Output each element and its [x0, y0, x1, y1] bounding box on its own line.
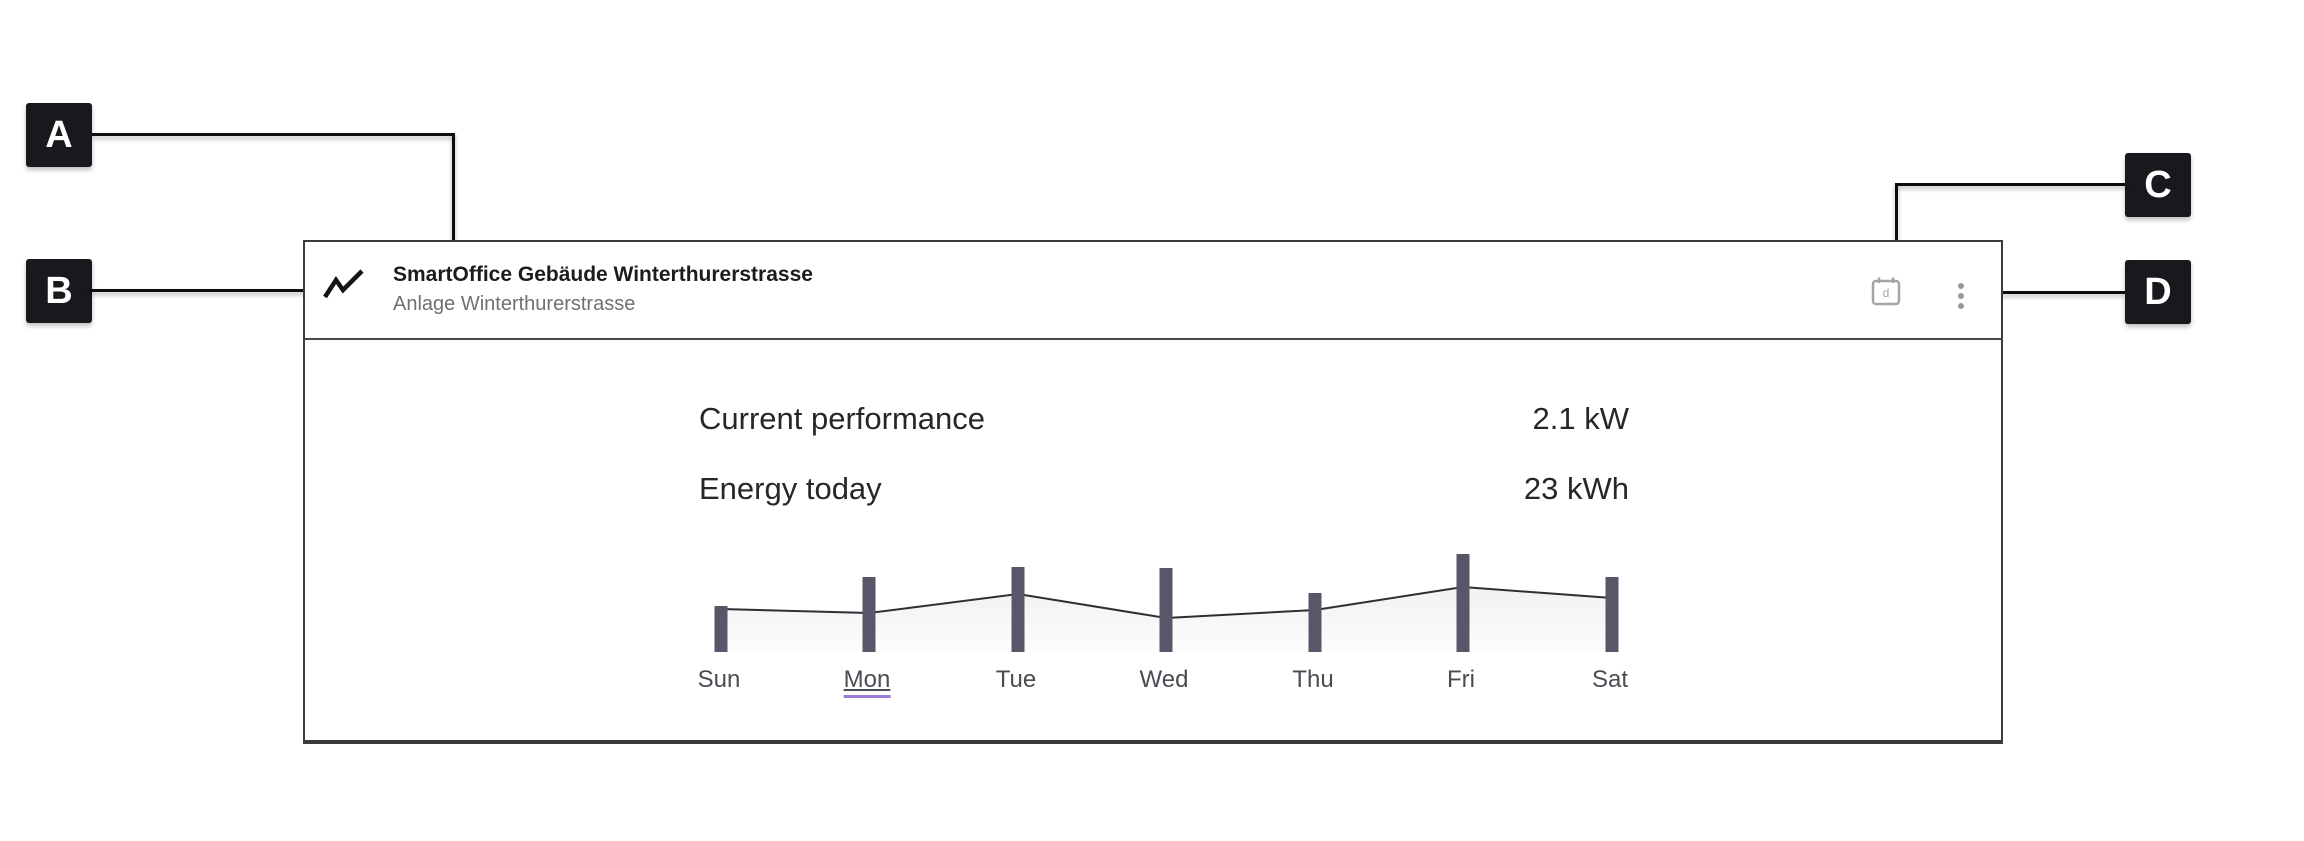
day-label-mon[interactable]: Mon	[843, 666, 891, 698]
chart-bar-tue	[1011, 567, 1025, 652]
annotation-letter-b: B	[45, 269, 73, 312]
card-subtitle: Anlage Winterthurerstrasse	[393, 293, 636, 315]
metric-value-current-performance: 2.1 kW	[1532, 401, 1629, 436]
chart-bar-sat	[1605, 577, 1619, 652]
calendar-icon-letter: d	[1883, 286, 1890, 300]
card-title-block: SmartOffice Gebäude Winterthurerstrasse …	[393, 262, 813, 316]
annotation-line-a-vertical	[452, 133, 455, 266]
annotation-label-d: D	[2125, 260, 2191, 324]
device-card: SmartOffice Gebäude Winterthurerstrasse …	[303, 240, 2003, 744]
annotation-line-a-horizontal	[92, 133, 455, 136]
metric-label-current-performance: Current performance	[699, 401, 986, 436]
metric-value-energy-today: 23 kWh	[1523, 471, 1629, 506]
kebab-menu-button[interactable]	[1953, 280, 1969, 312]
card-title: SmartOffice Gebäude Winterthurerstrasse	[393, 263, 813, 286]
annotation-label-a: A	[26, 103, 92, 167]
annotation-line-d-horizontal	[1975, 291, 2125, 294]
day-label-sun[interactable]: Sun	[697, 666, 741, 693]
annotation-label-b: B	[26, 259, 92, 323]
day-label-sat[interactable]: Sat	[1591, 666, 1629, 693]
kebab-dot	[1958, 303, 1964, 309]
day-label-fri[interactable]: Fri	[1447, 666, 1475, 693]
annotation-letter-a: A	[45, 113, 73, 156]
annotation-line-b-horizontal	[90, 289, 331, 292]
chart-bar-thu	[1308, 593, 1322, 652]
metric-label-energy-today: Energy today	[699, 471, 882, 506]
chart-bar-fri	[1456, 554, 1470, 652]
kebab-dot	[1958, 283, 1964, 289]
chart-bar-mon	[862, 577, 876, 652]
annotation-letter-d: D	[2144, 270, 2172, 313]
chart-bar-sun	[714, 606, 728, 652]
chart-day-labels: Sun Mon Tue Wed Thu Fri Sat	[0, 666, 2304, 700]
calendar-icon: d	[1871, 277, 1901, 306]
day-label-thu[interactable]: Thu	[1292, 666, 1334, 693]
activity-icon	[322, 266, 366, 307]
annotation-letter-c: C	[2144, 163, 2172, 206]
calendar-date-button[interactable]: d	[1869, 274, 1903, 308]
day-label-tue[interactable]: Tue	[995, 666, 1037, 693]
annotation-line-c-vertical	[1895, 183, 1898, 268]
weekly-chart	[714, 554, 1619, 652]
annotation-label-c: C	[2125, 153, 2191, 217]
day-label-wed[interactable]: Wed	[1139, 666, 1189, 693]
annotation-line-c-horizontal	[1896, 183, 2125, 186]
kebab-dot	[1958, 293, 1964, 299]
chart-bar-wed	[1159, 568, 1173, 652]
card-header: SmartOffice Gebäude Winterthurerstrasse …	[305, 242, 2001, 340]
